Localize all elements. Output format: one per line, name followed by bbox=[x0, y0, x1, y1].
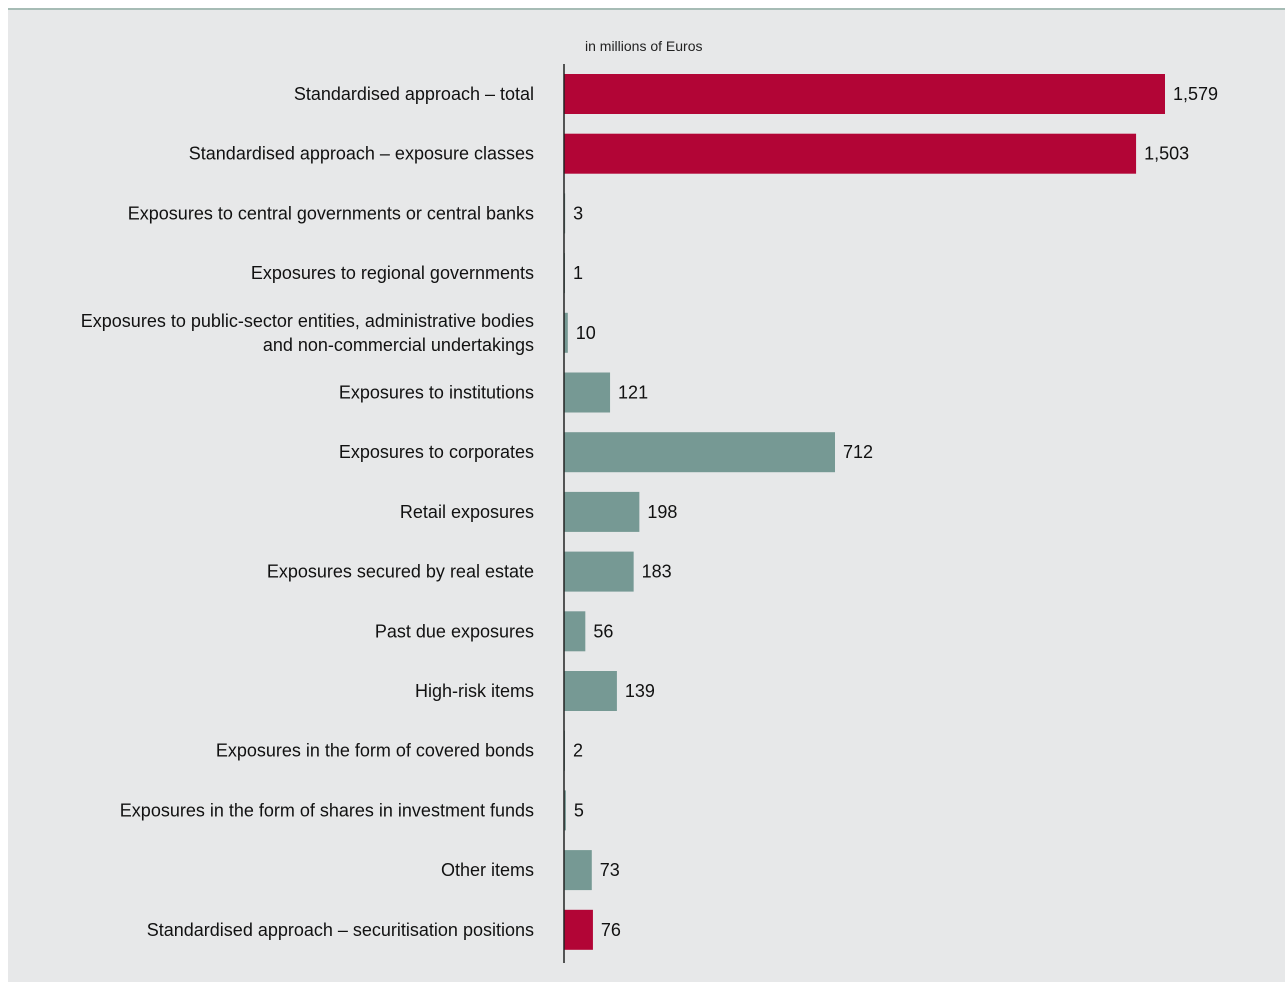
bar bbox=[564, 790, 566, 831]
value-label: 121 bbox=[618, 383, 648, 403]
value-label: 2 bbox=[573, 741, 583, 761]
value-label: 1 bbox=[573, 263, 583, 283]
bar bbox=[564, 133, 1137, 174]
value-label: 3 bbox=[573, 203, 583, 223]
category-label-line: Exposures to public-sector entities, adm… bbox=[81, 311, 534, 331]
value-label: 183 bbox=[642, 562, 672, 582]
bar bbox=[564, 312, 568, 353]
category-label-line: Retail exposures bbox=[400, 502, 534, 522]
category-label-line: Exposures in the form of shares in inves… bbox=[120, 800, 534, 820]
category-label: Standardised approach – exposure classes bbox=[189, 144, 534, 164]
bar bbox=[564, 551, 634, 592]
value-label: 1,579 bbox=[1173, 84, 1218, 104]
value-label: 139 bbox=[625, 681, 655, 701]
category-label: Exposures to central governments or cent… bbox=[128, 203, 534, 223]
category-labels-group: Standardised approach – total Standardise… bbox=[81, 84, 534, 940]
category-label: Exposures to regional governments bbox=[251, 263, 534, 283]
value-label: 73 bbox=[600, 860, 620, 880]
category-label: Exposures secured by real estate bbox=[267, 562, 534, 582]
category-label-line: and non-commercial undertakings bbox=[263, 335, 534, 355]
bar bbox=[564, 611, 586, 652]
value-label: 56 bbox=[593, 621, 613, 641]
category-label-line: Exposures to regional governments bbox=[251, 263, 534, 283]
value-labels-group: 1,579 1,503 3 1 10 121 712 198 183 56 139 2 5 73 76 bbox=[573, 84, 1218, 940]
category-label-line: Exposures in the form of covered bonds bbox=[216, 741, 534, 761]
category-label: Exposures in the form of shares in inves… bbox=[120, 800, 534, 820]
category-label: Exposures to institutions bbox=[339, 383, 534, 403]
category-label-line: Exposures to central governments or cent… bbox=[128, 203, 534, 223]
value-label: 712 bbox=[843, 442, 873, 462]
bar bbox=[564, 671, 617, 711]
category-label-line: Past due exposures bbox=[375, 621, 534, 641]
category-label-line: Exposures secured by real estate bbox=[267, 562, 534, 582]
category-label-line: Standardised approach – exposure classes bbox=[189, 144, 534, 164]
value-label: 10 bbox=[576, 323, 596, 343]
value-label: 198 bbox=[647, 502, 677, 522]
bar bbox=[564, 74, 1165, 114]
value-label: 76 bbox=[601, 920, 621, 940]
category-label: Exposures to corporates bbox=[339, 442, 534, 462]
category-label: Past due exposures bbox=[375, 621, 534, 641]
unit-label: in millions of Euros bbox=[585, 38, 703, 54]
category-label: Standardised approach – total bbox=[294, 84, 534, 104]
category-label: Other items bbox=[441, 860, 534, 880]
category-label-line: Other items bbox=[441, 860, 534, 880]
category-label-line: Exposures to institutions bbox=[339, 383, 534, 403]
bar bbox=[564, 491, 640, 532]
category-label: Standardised approach – securitisation p… bbox=[147, 920, 534, 940]
category-label-line: Standardised approach – total bbox=[294, 84, 534, 104]
category-label-line: Standardised approach – securitisation p… bbox=[147, 920, 534, 940]
bar bbox=[564, 850, 592, 891]
category-label: Exposures in the form of covered bonds bbox=[216, 741, 534, 761]
bar bbox=[564, 372, 611, 413]
category-label-line: High-risk items bbox=[415, 681, 534, 701]
bars-group bbox=[564, 74, 1165, 950]
value-label: 5 bbox=[574, 800, 584, 820]
category-label: Retail exposures bbox=[400, 502, 534, 522]
category-label: High-risk items bbox=[415, 681, 534, 701]
bar bbox=[564, 432, 836, 473]
category-label: Exposures to public-sector entities, adm… bbox=[81, 311, 534, 355]
bar bbox=[564, 909, 593, 950]
category-label-line: Exposures to corporates bbox=[339, 442, 534, 462]
value-label: 1,503 bbox=[1144, 144, 1189, 164]
